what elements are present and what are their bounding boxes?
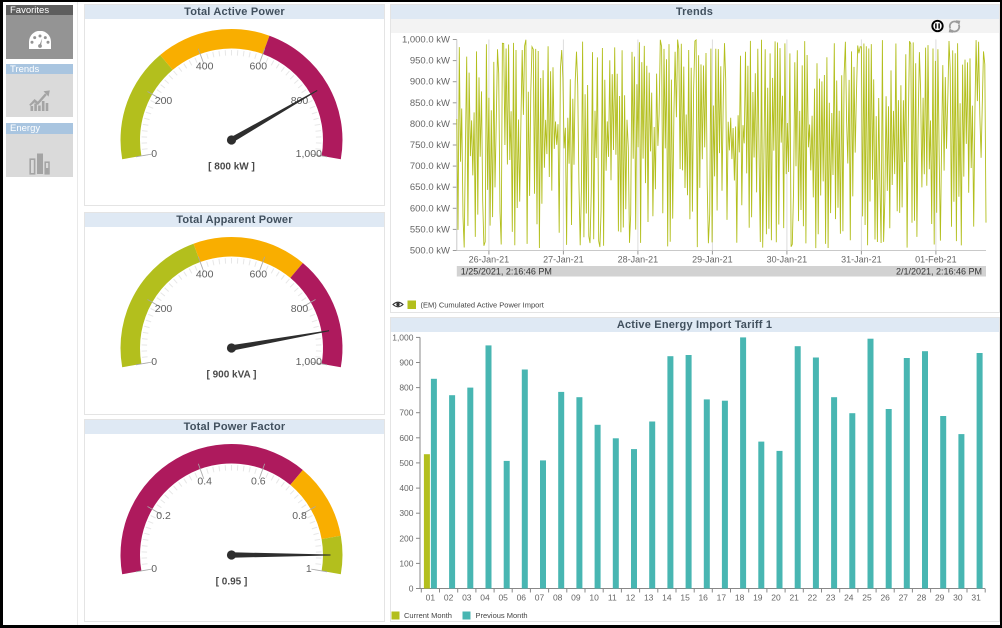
svg-text:400: 400 (196, 61, 214, 73)
svg-text:200: 200 (155, 95, 173, 107)
svg-text:300: 300 (399, 508, 413, 518)
svg-text:15: 15 (680, 592, 690, 602)
svg-text:31: 31 (971, 592, 981, 602)
svg-text:04: 04 (480, 592, 490, 602)
svg-text:(EM) Cumulated Active Power Im: (EM) Cumulated Active Power Import (420, 301, 544, 310)
svg-text:500.0 kW: 500.0 kW (409, 246, 449, 257)
svg-text:20: 20 (771, 592, 781, 602)
svg-text:06: 06 (516, 592, 526, 602)
svg-text:22: 22 (807, 592, 817, 602)
svg-text:650.0 kW: 650.0 kW (409, 182, 449, 193)
svg-text:29: 29 (934, 592, 944, 602)
svg-text:1,000: 1,000 (296, 356, 322, 368)
svg-text:16: 16 (698, 592, 708, 602)
svg-text:1: 1 (306, 563, 312, 575)
svg-text:800.0 kW: 800.0 kW (409, 119, 449, 130)
svg-text:26: 26 (880, 592, 890, 602)
svg-text:24: 24 (844, 592, 854, 602)
svg-text:27: 27 (898, 592, 908, 602)
svg-text:900.0 kW: 900.0 kW (409, 77, 449, 88)
svg-text:0.2: 0.2 (156, 510, 171, 522)
svg-text:30-Jan-21: 30-Jan-21 (766, 255, 807, 265)
svg-text:0: 0 (151, 356, 157, 368)
svg-text:200: 200 (155, 303, 173, 315)
svg-text:18: 18 (734, 592, 744, 602)
svg-text:400: 400 (399, 483, 413, 493)
svg-text:31-Jan-21: 31-Jan-21 (841, 255, 882, 265)
svg-text:550.0 kW: 550.0 kW (409, 224, 449, 235)
svg-text:09: 09 (571, 592, 581, 602)
svg-text:500: 500 (399, 457, 413, 467)
svg-text:600: 600 (250, 61, 268, 73)
svg-text:10: 10 (589, 592, 599, 602)
svg-text:23: 23 (825, 592, 835, 602)
svg-text:100: 100 (399, 558, 413, 568)
svg-text:700: 700 (399, 407, 413, 417)
svg-text:08: 08 (552, 592, 562, 602)
svg-text:26-Jan-21: 26-Jan-21 (468, 255, 509, 265)
svg-text:25: 25 (862, 592, 872, 602)
svg-text:0: 0 (151, 148, 157, 160)
svg-text:700.0 kW: 700.0 kW (409, 161, 449, 172)
svg-text:200: 200 (399, 533, 413, 543)
svg-text:28: 28 (916, 592, 926, 602)
svg-text:02: 02 (443, 592, 453, 602)
svg-text:600: 600 (399, 432, 413, 442)
svg-text:850.0 kW: 850.0 kW (409, 98, 449, 109)
svg-text:600.0 kW: 600.0 kW (409, 203, 449, 214)
svg-text:03: 03 (462, 592, 472, 602)
svg-text:05: 05 (498, 592, 508, 602)
svg-text:950.0 kW: 950.0 kW (409, 56, 449, 67)
svg-text:17: 17 (716, 592, 726, 602)
svg-text:28-Jan-21: 28-Jan-21 (617, 255, 658, 265)
svg-text:400: 400 (196, 268, 214, 280)
svg-text:0: 0 (408, 583, 413, 593)
svg-text:[ 800 kW ]: [ 800 kW ] (208, 162, 255, 173)
svg-text:27-Jan-21: 27-Jan-21 (543, 255, 584, 265)
svg-text:Previous Month: Previous Month (475, 611, 527, 620)
svg-text:11: 11 (607, 592, 616, 602)
svg-text:19: 19 (753, 592, 763, 602)
svg-text:12: 12 (625, 592, 635, 602)
svg-text:1/25/2021, 2:16:46 PM: 1/25/2021, 2:16:46 PM (460, 267, 551, 277)
svg-text:30: 30 (953, 592, 963, 602)
svg-text:21: 21 (789, 592, 799, 602)
svg-text:29-Jan-21: 29-Jan-21 (692, 255, 733, 265)
svg-text:800: 800 (399, 382, 413, 392)
svg-text:0.4: 0.4 (197, 476, 212, 488)
svg-text:[ 900 kVA ]: [ 900 kVA ] (206, 369, 256, 380)
svg-text:1,000.0 kW: 1,000.0 kW (401, 35, 449, 46)
svg-text:13: 13 (643, 592, 653, 602)
svg-text:900: 900 (399, 357, 413, 367)
svg-text:750.0 kW: 750.0 kW (409, 140, 449, 151)
svg-text:07: 07 (534, 592, 544, 602)
svg-text:0.6: 0.6 (251, 476, 266, 488)
svg-text:600: 600 (250, 268, 268, 280)
svg-text:0: 0 (151, 563, 157, 575)
svg-text:1,000: 1,000 (392, 332, 414, 342)
svg-text:14: 14 (662, 592, 672, 602)
svg-text:[ 0.95 ]: [ 0.95 ] (216, 577, 248, 588)
svg-text:01: 01 (425, 592, 435, 602)
svg-text:1,000: 1,000 (296, 148, 322, 160)
svg-text:2/1/2021, 2:16:46 PM: 2/1/2021, 2:16:46 PM (895, 267, 981, 277)
svg-text:0.8: 0.8 (292, 510, 307, 522)
svg-text:Current Month: Current Month (404, 611, 452, 620)
svg-text:01-Feb-21: 01-Feb-21 (915, 255, 957, 265)
svg-text:800: 800 (291, 303, 309, 315)
